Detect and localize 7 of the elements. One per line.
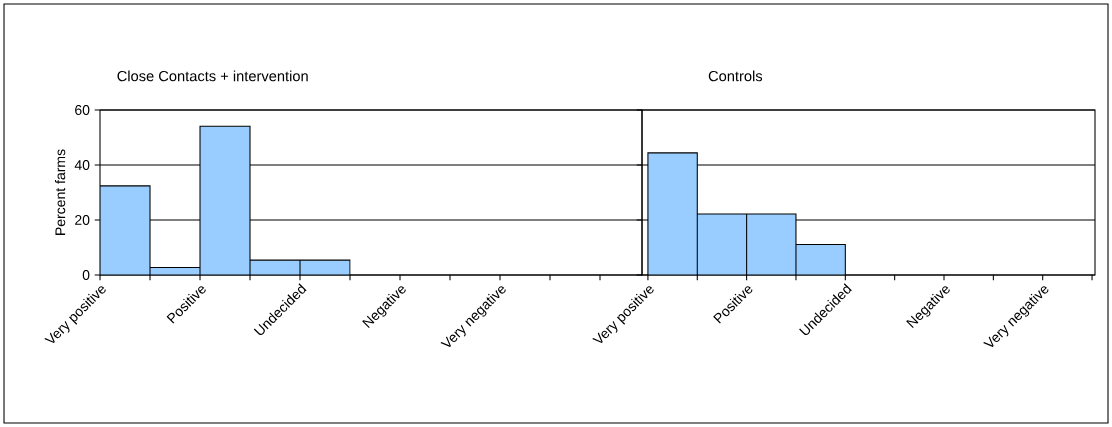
chart-title: Close Contacts + intervention <box>117 70 308 82</box>
y-tick-label: 40 <box>74 160 90 170</box>
y-tick-label: 0 <box>82 270 90 280</box>
y-axis-title: Percent farms <box>54 149 66 235</box>
y-tick-label: 60 <box>75 105 90 115</box>
y-tick-label: 20 <box>75 215 90 225</box>
chart-title: Controls <box>708 70 763 82</box>
